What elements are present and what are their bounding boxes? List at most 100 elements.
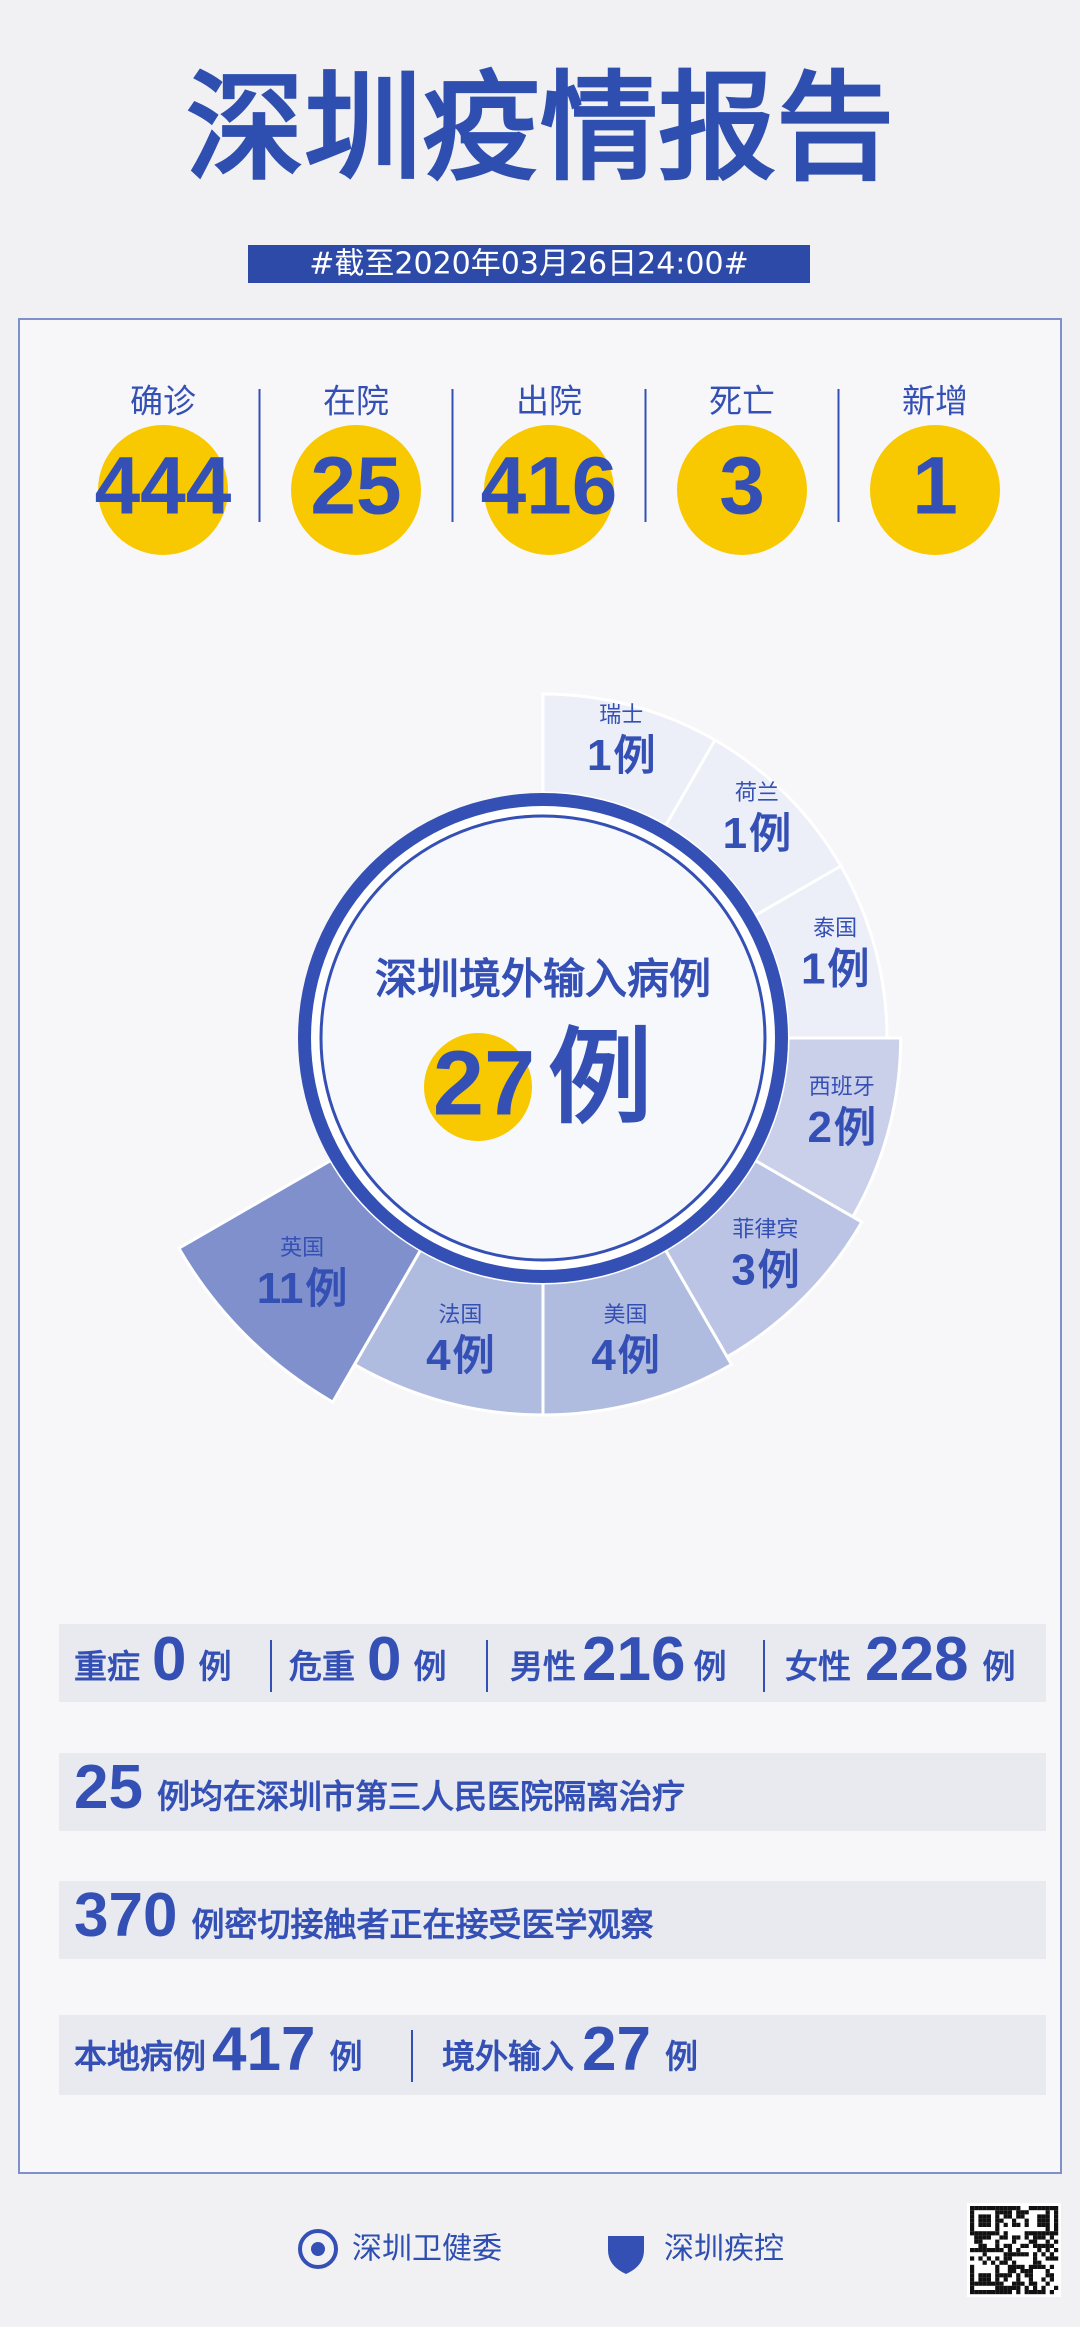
contacts: 370 例密切接触者正在接受医学观察 (74, 1881, 653, 1950)
country-name: 菲律宾 (732, 1217, 798, 1242)
total-circle (424, 1033, 532, 1141)
title: 深圳疫情报告 (186, 59, 894, 197)
qr-cell (1041, 2206, 1046, 2211)
qr-cell (978, 2218, 983, 2223)
qr-cell (1012, 2260, 1017, 2265)
qr-cell (1003, 2214, 1008, 2219)
critical: 危重 0 例 (289, 1625, 446, 1694)
qr-cell (1041, 2264, 1046, 2269)
qr-cell (978, 2235, 983, 2240)
org: 深圳卫健委 (352, 2232, 502, 2267)
qr-cell (1020, 2281, 1025, 2286)
qr-cell (1024, 2290, 1029, 2295)
qr-cell (1028, 2206, 1033, 2211)
qr-cell (1024, 2252, 1029, 2257)
qr-cell (995, 2273, 1000, 2278)
qr-cell (1045, 2239, 1050, 2244)
qr-cell (999, 2290, 1004, 2295)
qr-cell (1054, 2210, 1059, 2215)
qr-cell (1037, 2264, 1042, 2269)
qr-cell (1007, 2269, 1012, 2274)
qr-cell (982, 2273, 987, 2278)
qr-cell (1024, 2243, 1029, 2248)
qr-cell (1024, 2273, 1029, 2278)
qr-cell (995, 2222, 1000, 2227)
unit: 例 (834, 1103, 876, 1152)
qr-cell (1045, 2210, 1050, 2215)
qr-cell (1016, 2281, 1021, 2286)
qr-cell (982, 2231, 987, 2236)
country-count: 11例 (257, 1263, 348, 1312)
qr-cell (995, 2214, 1000, 2219)
qr-cell (1003, 2273, 1008, 2278)
qr-cell (1028, 2264, 1033, 2269)
qr-cell (991, 2231, 996, 2236)
qr-cell (991, 2290, 996, 2295)
qr-cell (1054, 2222, 1059, 2227)
qr-cell (1016, 2252, 1021, 2257)
qr-cell (1012, 2235, 1017, 2240)
qr-cell (1045, 2231, 1050, 2236)
qr-cell (982, 2235, 987, 2240)
country-name: 西班牙 (809, 1075, 875, 1100)
qr-cell (999, 2281, 1004, 2286)
qr-cell (978, 2290, 983, 2295)
qr-cell (1016, 2222, 1021, 2227)
unit: 例 (453, 1331, 495, 1380)
qr-cell (1054, 2285, 1059, 2290)
qr-cell (982, 2281, 987, 2286)
qr-cell (999, 2273, 1004, 2278)
qr-cell (1012, 2222, 1017, 2227)
local: 本地病例417 例 (74, 2015, 362, 2084)
country-name: 荷兰 (735, 781, 779, 806)
qr-cell (1045, 2243, 1050, 2248)
qr-cell (1024, 2231, 1029, 2236)
count: 1 (723, 809, 747, 858)
stat-value: 416 (481, 441, 618, 532)
qr-cell (970, 2277, 975, 2282)
qr-cell (978, 2222, 983, 2227)
abroad: 境外输入 27 例 (442, 2015, 698, 2084)
qr-cell (1049, 2206, 1054, 2211)
qr-cell (1045, 2269, 1050, 2274)
qr-cell (1016, 2264, 1021, 2269)
stat-label: 在院 (323, 382, 389, 421)
qr-cell (970, 2214, 975, 2219)
qr-cell (991, 2206, 996, 2211)
qr-cell (970, 2206, 975, 2211)
qr-cell (1003, 2206, 1008, 2211)
qr-cell (982, 2252, 987, 2257)
qr-cell (991, 2281, 996, 2286)
qr-cell (1003, 2222, 1008, 2227)
qr-cell (1033, 2260, 1038, 2265)
stat-circle (98, 425, 228, 555)
qr-cell (978, 2239, 983, 2244)
hospital: 25 例均在深圳市第三人民医院隔离治疗 (74, 1753, 685, 1822)
country-name: 英国 (280, 1236, 324, 1261)
qr-cell (1054, 2214, 1059, 2219)
qr-cell (1037, 2214, 1042, 2219)
qr-cell (1041, 2222, 1046, 2227)
qr-cell (1012, 2218, 1017, 2223)
qr-cell (1016, 2248, 1021, 2253)
qr-cell (1003, 2277, 1008, 2282)
qr-cell (1028, 2290, 1033, 2295)
qr-cell (1045, 2281, 1050, 2286)
qr-cell (995, 2290, 1000, 2295)
qr-cell (986, 2218, 991, 2223)
qr-cell (1045, 2218, 1050, 2223)
country-count: 4例 (426, 1331, 495, 1380)
count: 3 (731, 1245, 755, 1294)
qr-cell (982, 2218, 987, 2223)
info-rows: 重症 0 例 危重 0 例 男性216 例 女性 228 例 25 例均在深圳市第三人民医院隔离… (59, 1624, 1046, 2095)
qr-cell (986, 2248, 991, 2253)
unit: 例 (827, 944, 869, 993)
qr-cell (1024, 2269, 1029, 2274)
qr-cell (995, 2269, 1000, 2274)
qr-cell (1054, 2256, 1059, 2261)
qr-cell (1003, 2256, 1008, 2261)
stat-label: 确诊 (130, 382, 196, 421)
qr-cell (1054, 2218, 1059, 2223)
stat-circle (291, 425, 421, 555)
